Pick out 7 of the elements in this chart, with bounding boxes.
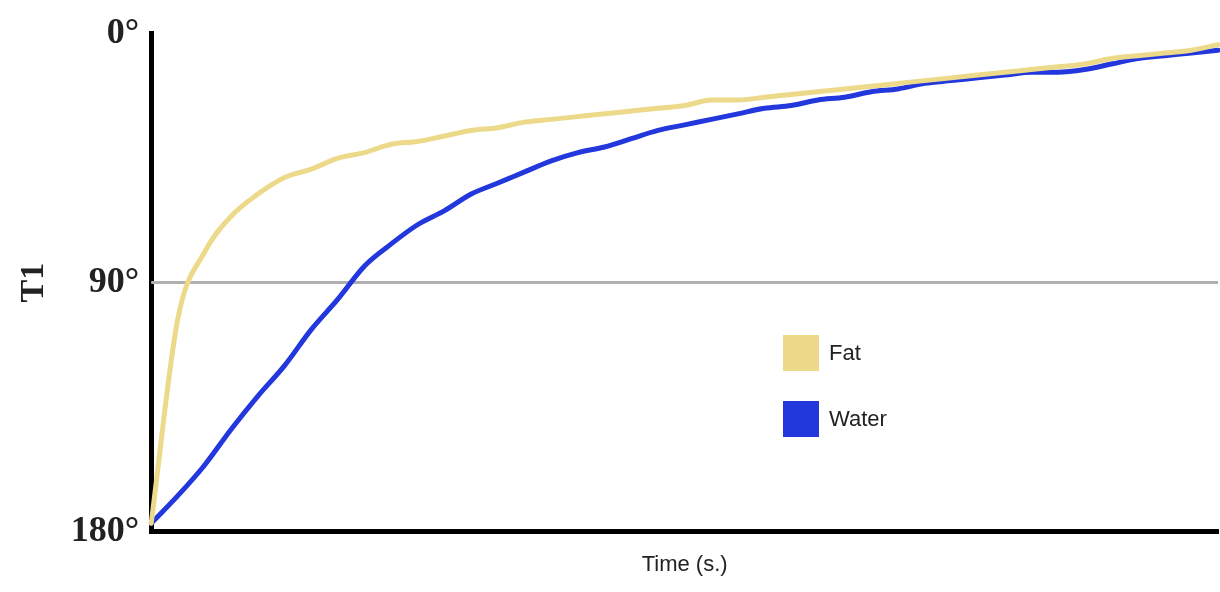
y-tick-label: 0° bbox=[106, 10, 140, 51]
legend-label: Fat bbox=[829, 340, 861, 366]
y-axis-title: T1 bbox=[13, 262, 51, 303]
legend-label: Water bbox=[829, 406, 887, 432]
y-tick-label: 180° bbox=[70, 508, 140, 549]
x-axis-title: Time (s.) bbox=[641, 550, 728, 576]
y-tick-label: 90° bbox=[88, 259, 140, 300]
